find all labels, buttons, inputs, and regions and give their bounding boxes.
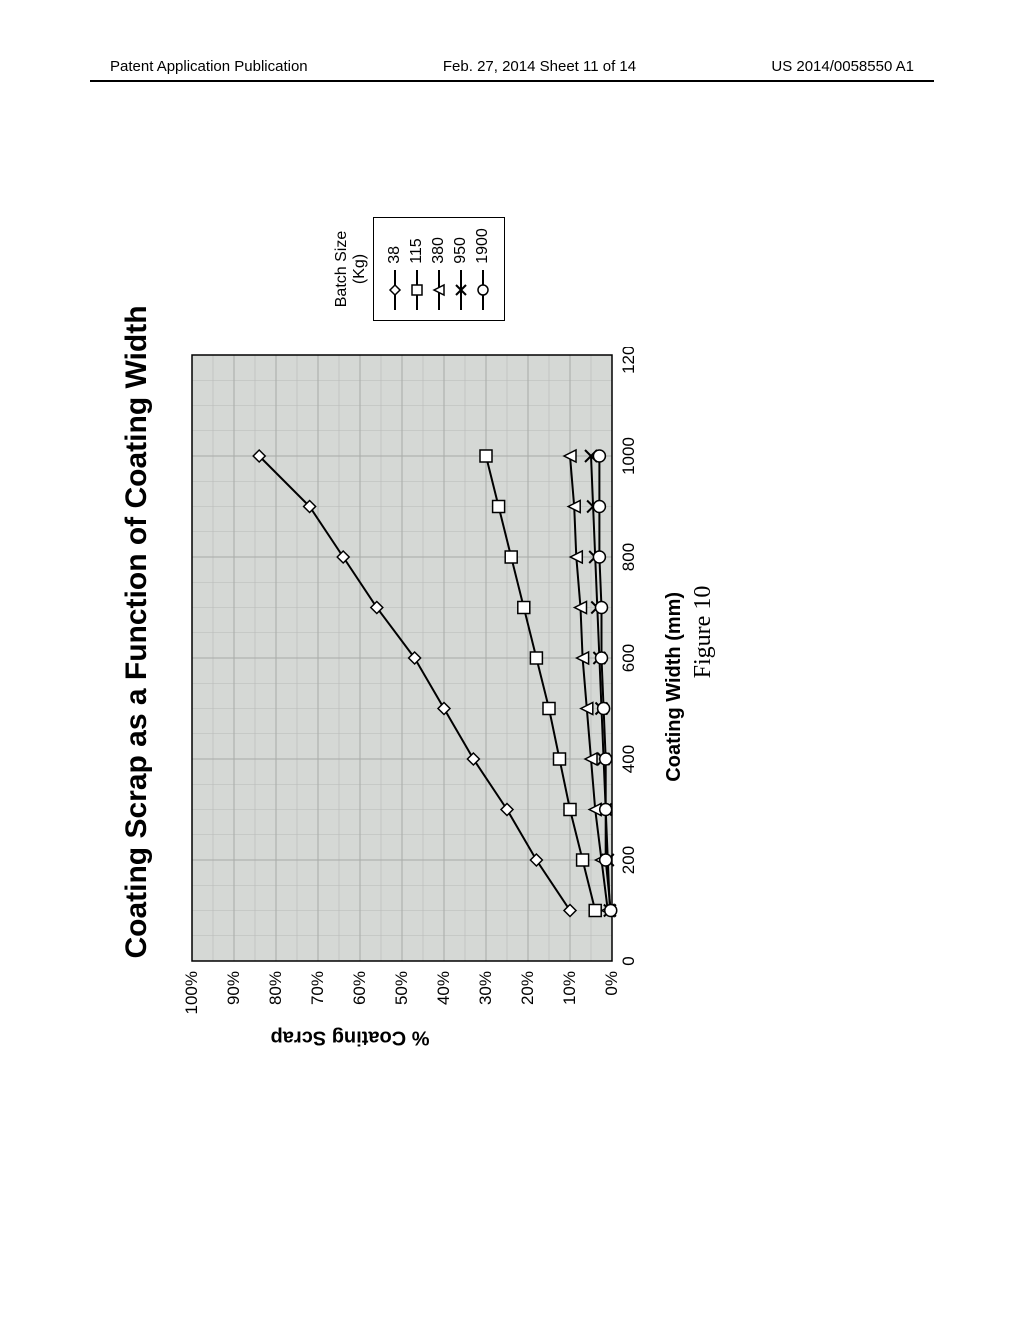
figure-caption: Figure 10 [690, 132, 717, 1132]
chart-plot: 0 200 400 600 800 1000 1200 0% 10% 20% 30% 40% 50% 60… [184, 347, 654, 1027]
rotated-inner: Coating Scrap as a Function of Coating W… [60, 228, 964, 1132]
legend-wrap: Batch Size(Kg) 381153809501900 [333, 217, 505, 347]
chart-svg: 0 200 400 600 800 1000 1200 0% 10% 20% 30% 40% 50% 60… [184, 347, 654, 1027]
header-left: Patent Application Publication [110, 58, 308, 75]
chart-stage: Coating Scrap as a Function of Coating W… [120, 132, 717, 1132]
legend-marker-icon [431, 270, 447, 310]
svg-text:1000: 1000 [619, 437, 638, 475]
svg-text:50%: 50% [392, 971, 411, 1005]
legend-marker-icon [475, 270, 491, 310]
svg-text:0: 0 [619, 956, 638, 965]
legend-marker-icon [409, 270, 425, 310]
chart-xlabel: Coating Width (mm) [663, 347, 686, 1027]
legend-label: 1900 [474, 228, 492, 264]
svg-text:100%: 100% [184, 971, 201, 1014]
legend-box: 381153809501900 [373, 217, 505, 321]
header-center: Feb. 27, 2014 Sheet 11 of 14 [443, 58, 636, 75]
svg-text:40%: 40% [434, 971, 453, 1005]
header-row: Patent Application Publication Feb. 27, … [0, 58, 1024, 75]
svg-text:1200: 1200 [619, 347, 638, 374]
rotated-stage: Coating Scrap as a Function of Coating W… [60, 180, 964, 1180]
legend-marker-icon [453, 270, 469, 310]
svg-text:90%: 90% [224, 971, 243, 1005]
chart-row: % Coating Scrap 0 200 400 600 800 1000 1200 0% 1… [184, 132, 654, 1132]
svg-text:600: 600 [619, 644, 638, 672]
legend-item: 38 [386, 228, 404, 310]
svg-text:20%: 20% [518, 971, 537, 1005]
header-right: US 2014/0058550 A1 [771, 58, 914, 75]
svg-text:30%: 30% [476, 971, 495, 1005]
chart-title: Coating Scrap as a Function of Coating W… [120, 132, 154, 1132]
svg-text:80%: 80% [266, 971, 285, 1005]
page-root: Patent Application Publication Feb. 27, … [0, 0, 1024, 1320]
svg-text:800: 800 [619, 543, 638, 571]
svg-text:0%: 0% [602, 971, 621, 996]
svg-text:400: 400 [619, 745, 638, 773]
legend-item: 1900 [474, 228, 492, 310]
legend-label: 380 [430, 237, 448, 264]
legend-item: 950 [452, 228, 470, 310]
legend-marker-icon [387, 270, 403, 310]
svg-text:200: 200 [619, 846, 638, 874]
legend-label: 950 [452, 237, 470, 264]
legend-label: 115 [408, 238, 426, 264]
header-rule [90, 80, 934, 82]
chart-ylabel: % Coating Scrap [409, 1025, 429, 1048]
legend-title: Batch Size(Kg) [333, 217, 369, 321]
legend-item: 380 [430, 228, 448, 310]
svg-text:60%: 60% [350, 971, 369, 1005]
svg-text:70%: 70% [308, 971, 327, 1005]
svg-text:10%: 10% [560, 971, 579, 1005]
legend-item: 115 [408, 228, 426, 310]
legend-label: 38 [386, 246, 404, 264]
